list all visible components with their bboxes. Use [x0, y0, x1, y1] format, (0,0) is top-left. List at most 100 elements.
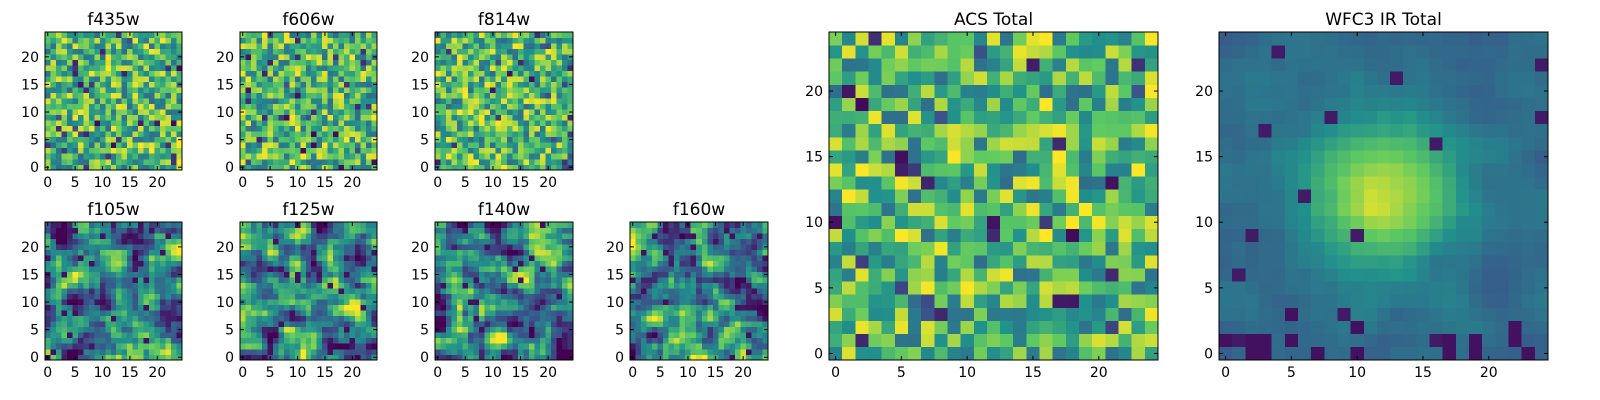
heatmap-cell	[652, 348, 658, 355]
heatmap-cell	[327, 164, 334, 171]
heatmap-cell	[355, 142, 361, 149]
heatmap-cell	[149, 293, 155, 300]
x-tick-label: 20	[539, 175, 557, 191]
heatmap-cell	[66, 249, 73, 256]
heatmap-cell	[99, 158, 106, 165]
heatmap-cell	[110, 59, 117, 66]
heatmap-cell	[630, 332, 636, 339]
heatmap-cell	[278, 260, 285, 267]
panel-title: f105w	[87, 200, 139, 220]
heatmap-cell	[240, 114, 246, 121]
heatmap-cell	[294, 282, 301, 289]
heatmap-cell	[88, 326, 95, 333]
heatmap-cell	[947, 241, 961, 256]
heatmap-cell	[473, 321, 480, 328]
heatmap-cell	[517, 48, 524, 55]
heatmap-cell	[127, 65, 133, 71]
heatmap-cell	[947, 333, 961, 348]
heatmap-cell	[99, 114, 106, 121]
heatmap-cell	[316, 164, 323, 171]
heatmap-cell	[88, 114, 95, 121]
heatmap-cell	[278, 32, 285, 38]
heatmap-cell	[110, 271, 117, 278]
heatmap-cell	[663, 255, 669, 261]
heatmap-cell	[322, 310, 328, 317]
heatmap-cell	[556, 32, 563, 38]
heatmap-cell	[160, 131, 166, 138]
heatmap-cell	[349, 81, 356, 88]
heatmap-cell	[435, 304, 441, 311]
heatmap-cell	[534, 164, 541, 171]
heatmap-cell	[283, 65, 290, 71]
heatmap-cell	[110, 244, 117, 250]
heatmap-cell	[501, 70, 508, 77]
heatmap-cell	[77, 92, 84, 99]
heatmap-cell	[349, 125, 356, 132]
heatmap-cell	[473, 120, 480, 127]
heatmap-cell	[333, 76, 339, 82]
heatmap-cell	[338, 354, 345, 361]
heatmap-cell	[446, 81, 452, 88]
heatmap-cell	[311, 271, 318, 278]
x-tick-label: 10	[289, 365, 307, 381]
heatmap-cell	[316, 54, 323, 60]
heatmap-cell	[641, 337, 647, 344]
heatmap-cell	[355, 348, 361, 355]
heatmap-cell	[121, 81, 128, 88]
heatmap-cell	[45, 288, 51, 295]
heatmap-cell	[707, 348, 714, 355]
heatmap-cell	[171, 48, 177, 55]
heatmap-cell	[305, 114, 312, 121]
heatmap-cell	[360, 76, 367, 82]
heatmap-cell	[685, 271, 692, 278]
heatmap-cell	[567, 222, 574, 228]
heatmap-cell	[116, 282, 123, 289]
heatmap-cell	[501, 233, 508, 239]
heatmap-cell	[630, 282, 636, 289]
x-tick-label: 5	[71, 175, 80, 191]
heatmap-cell	[523, 260, 530, 267]
heatmap-cell	[110, 249, 117, 256]
heatmap-cell	[110, 76, 117, 82]
heatmap-cell	[61, 76, 68, 82]
heatmap-cell	[94, 131, 101, 138]
heatmap-cell	[723, 227, 730, 234]
heatmap-cell	[149, 158, 155, 165]
heatmap-cell	[110, 299, 117, 306]
heatmap-cell	[45, 343, 51, 350]
heatmap-cell	[528, 255, 535, 261]
heatmap-cell	[261, 87, 268, 94]
heatmap-cell	[457, 260, 463, 267]
heatmap-cell	[539, 271, 546, 278]
heatmap-cell	[72, 59, 79, 66]
heatmap-cell	[311, 244, 318, 250]
heatmap-cell	[50, 32, 57, 38]
heatmap-cell	[250, 227, 257, 234]
heatmap-cell	[355, 76, 361, 82]
heatmap-cell	[316, 233, 323, 239]
heatmap-cell	[762, 310, 769, 317]
heatmap-cell	[240, 43, 246, 49]
heatmap-cell	[490, 142, 497, 149]
heatmap-cell	[66, 354, 73, 361]
heatmap-cell	[333, 332, 339, 339]
heatmap-cell	[523, 332, 530, 339]
heatmap-cell	[1052, 189, 1067, 203]
heatmap-cell	[712, 337, 719, 344]
heatmap-cell	[539, 337, 546, 344]
heatmap-cell	[99, 120, 106, 127]
heatmap-cell	[545, 332, 552, 339]
heatmap-cell	[545, 65, 552, 71]
heatmap-cell	[121, 32, 128, 38]
x-tick-label: 15	[121, 175, 139, 191]
heatmap-cell	[1131, 228, 1146, 243]
heatmap-cell	[440, 304, 447, 311]
heatmap-cell	[250, 244, 257, 250]
heatmap-cell	[316, 304, 323, 311]
heatmap-cell	[517, 271, 524, 278]
heatmap-cell	[1052, 228, 1067, 243]
heatmap-cell	[165, 348, 172, 355]
heatmap-cell	[881, 255, 896, 269]
heatmap-cell	[121, 142, 128, 149]
heatmap-cell	[1052, 346, 1067, 361]
